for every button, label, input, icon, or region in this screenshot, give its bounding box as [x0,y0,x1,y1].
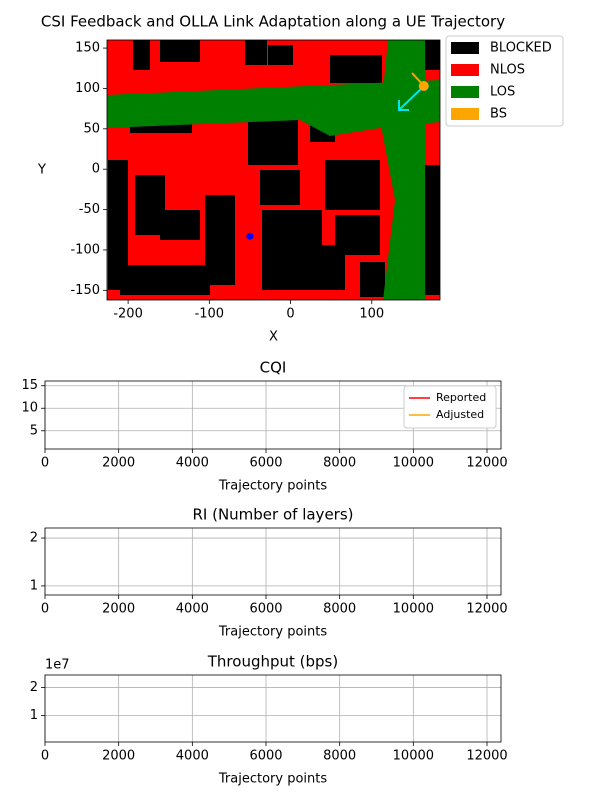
legend-frame [403,385,497,429]
x-tick-label: 8000 [323,749,356,764]
chart-title: Throughput (bps) [207,653,338,671]
x-tick-label: 4000 [176,456,209,471]
x-tick-label: 6000 [249,749,282,764]
y-tick-label: -150 [70,283,100,298]
y-tick-label: 150 [75,41,100,56]
x-axis-label: X [269,330,278,345]
y-tick-label: 15 [21,378,38,393]
axes-frame [44,674,502,743]
y-axis-label: Y [37,163,46,178]
y-tick-label: 1 [30,578,38,593]
x-tick-label: 2000 [102,456,135,471]
x-tick-label: 4000 [176,749,209,764]
offset-label: 1e7 [45,658,70,673]
x-tick-label: 8000 [323,602,356,617]
x-tick-label: -100 [195,307,225,322]
x-tick-label: 0 [41,456,49,471]
x-tick-label: 12000 [466,749,507,764]
axes-frame [44,527,502,596]
y-tick-label: 10 [21,401,38,416]
legend-label: Reported [436,391,486,404]
y-tick-label: 2 [30,680,38,695]
x-tick-label: 10000 [393,602,434,617]
y-tick-label: 1 [30,708,38,723]
x-axis-label: Trajectory points [218,772,327,787]
legend-swatch [451,108,479,120]
legend-label: Adjusted [436,408,484,421]
axes-frame [106,39,441,301]
legend-frame [445,35,564,127]
x-tick-label: 12000 [466,602,507,617]
legend-swatch [451,42,479,54]
chart-title: CSI Feedback and OLLA Link Adaptation al… [41,13,505,31]
x-tick-label: 6000 [249,602,282,617]
x-tick-label: 8000 [323,456,356,471]
y-tick-label: 2 [30,531,38,546]
x-tick-label: 0 [286,307,294,322]
y-tick-label: -50 [79,202,100,217]
x-axis-label: Trajectory points [218,479,327,494]
x-tick-label: -200 [113,307,143,322]
legend-label: NLOS [490,63,525,78]
y-tick-label: 5 [30,423,38,438]
legend-label: BLOCKED [490,41,552,56]
ue-marker [246,232,254,240]
coverage-map [107,40,440,300]
x-tick-label: 100 [359,307,384,322]
legend-label: LOS [490,85,515,100]
x-tick-label: 12000 [466,456,507,471]
bs-marker [418,81,429,92]
axes-frame [44,380,502,450]
x-tick-label: 0 [41,602,49,617]
x-tick-label: 6000 [249,456,282,471]
y-tick-label: 0 [92,162,100,177]
y-tick-label: -100 [70,242,100,257]
legend-label: BS [490,107,507,122]
x-tick-label: 2000 [102,602,135,617]
x-tick-label: 10000 [393,456,434,471]
y-tick-label: 50 [83,121,100,136]
chart-title: CQI [260,359,287,377]
x-tick-label: 4000 [176,602,209,617]
x-tick-label: 0 [41,749,49,764]
x-tick-label: 2000 [102,749,135,764]
y-tick-label: 100 [75,81,100,96]
x-tick-label: 10000 [393,749,434,764]
legend-swatch [451,64,479,76]
chart-title: RI (Number of layers) [192,506,353,524]
x-axis-label: Trajectory points [218,625,327,640]
legend-swatch [451,86,479,98]
